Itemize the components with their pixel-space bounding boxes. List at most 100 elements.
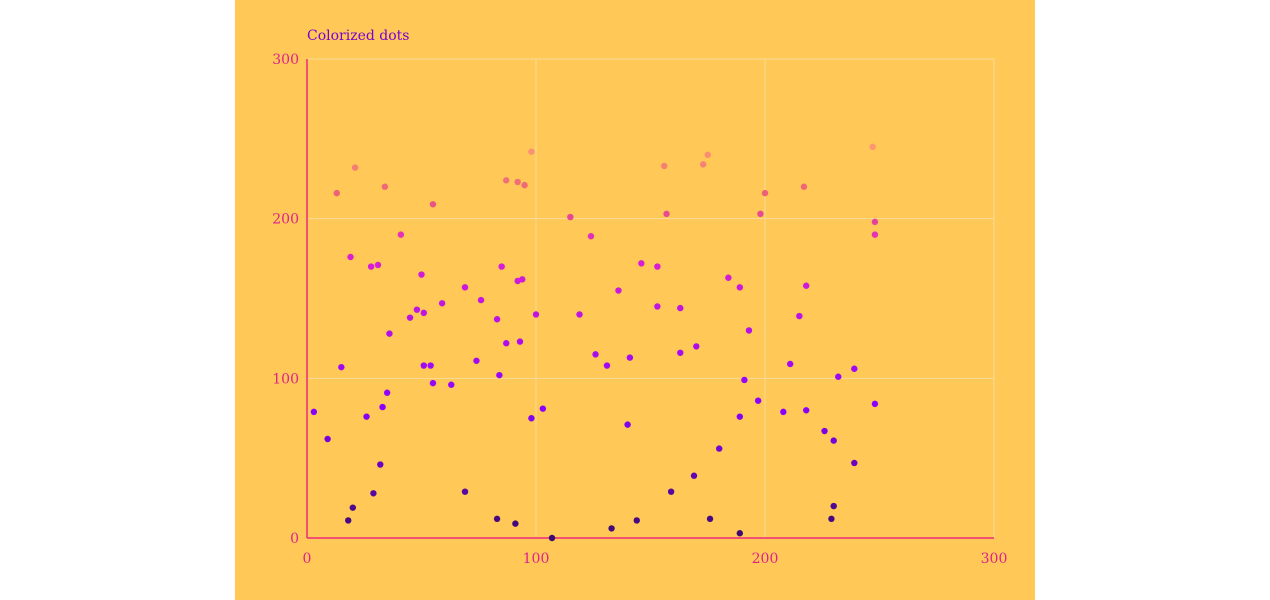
scatter-point (461, 284, 469, 291)
scatter-point (377, 461, 384, 468)
scatter-point (333, 189, 340, 197)
scatter-point (498, 263, 505, 270)
scatter-point (528, 148, 535, 155)
scatter-point (528, 415, 535, 422)
scatter-point (438, 300, 446, 307)
scatter-point (349, 504, 356, 511)
scatter-point (514, 178, 521, 186)
scatter-point (367, 263, 375, 270)
scatter-point (516, 338, 524, 345)
scatter-point (803, 282, 810, 289)
scatter-point (567, 213, 574, 221)
scatter-point (757, 210, 764, 218)
scatter-point (397, 231, 405, 238)
scatter-point (496, 371, 503, 379)
scatter-point (851, 365, 858, 372)
scatter-point (835, 373, 842, 380)
scatter-point (761, 189, 769, 197)
scatter-point (519, 276, 526, 283)
scatter-point (603, 362, 611, 369)
grid-lines (307, 58, 995, 538)
scatter-point (363, 413, 370, 420)
scatter-point (754, 397, 762, 404)
scatter-point (796, 312, 803, 320)
scatter-point (427, 362, 434, 369)
y-tick-label: 300 (272, 52, 299, 68)
scatter-point (830, 502, 837, 510)
scatter-point (379, 403, 386, 411)
scatter-point (851, 459, 858, 467)
scatter-point (310, 408, 318, 416)
scatter-point (539, 405, 547, 412)
scatter-point (693, 343, 700, 350)
scatter-point (663, 210, 670, 218)
scatter-point (736, 284, 744, 291)
scatter-point (418, 271, 425, 278)
data-points (310, 143, 879, 542)
scatter-point (745, 327, 753, 334)
scatter-point (786, 360, 794, 368)
scatter-point (871, 400, 879, 408)
axes (306, 59, 994, 539)
scatter-point (828, 515, 835, 523)
scatter-point (503, 340, 510, 347)
y-tick-label: 100 (272, 371, 299, 387)
scatter-point (420, 309, 427, 317)
x-tick-label: 200 (752, 551, 779, 567)
y-tick-label: 200 (272, 212, 299, 228)
scatter-point (624, 421, 631, 428)
scatter-point (830, 437, 837, 444)
scatter-point (386, 330, 393, 337)
scatter-point (654, 303, 661, 310)
scatter-point (706, 515, 714, 523)
scatter-point (413, 306, 421, 313)
scatter-point (677, 304, 684, 312)
scatter-point (338, 363, 345, 371)
scatter-point (716, 445, 723, 452)
scatter-point (699, 161, 707, 168)
scatter-point (406, 314, 414, 321)
scatter-point (780, 408, 787, 416)
scatter-point (871, 218, 879, 226)
scatter-chart: 0 100 200 300 0 100 200 300 Colorized dots (272, 28, 1007, 567)
scatter-point (677, 349, 684, 356)
scatter-point (521, 181, 528, 189)
scatter-point (381, 183, 389, 190)
tick-labels: 0 100 200 300 0 100 200 300 (272, 52, 1007, 567)
scatter-point (741, 376, 748, 384)
scatter-point (512, 520, 519, 527)
scatter-point (351, 164, 359, 171)
scatter-point (324, 435, 331, 443)
scatter-point (608, 525, 615, 532)
scatter-point (821, 427, 828, 435)
scatter-point (347, 253, 354, 261)
scatter-point (638, 260, 645, 267)
scatter-point (667, 488, 675, 495)
x-tick-label: 100 (523, 551, 550, 567)
scatter-point (448, 381, 455, 388)
scatter-point (592, 351, 599, 358)
scatter-point (493, 515, 501, 523)
chart-title: Colorized dots (307, 28, 410, 44)
scatter-point (869, 143, 876, 151)
scatter-point (736, 413, 744, 420)
scatter-point (429, 201, 437, 208)
scatter-point (473, 357, 480, 364)
scatter-point (493, 316, 501, 323)
scatter-point (626, 354, 634, 361)
scatter-point (633, 517, 640, 524)
scatter-point (503, 177, 510, 184)
scatter-point (345, 517, 352, 524)
scatter-point (615, 287, 622, 294)
scatter-point (654, 263, 661, 270)
scatter-point (576, 311, 583, 318)
scatter-point (704, 151, 711, 158)
x-tick-label: 300 (981, 551, 1008, 567)
scatter-point (461, 488, 469, 495)
scatter-point (803, 407, 810, 414)
scatter-point (548, 534, 556, 542)
scatter-point (374, 261, 382, 269)
y-tick-label: 0 (290, 531, 299, 547)
scatter-point (370, 490, 377, 497)
scatter-point (800, 183, 808, 190)
